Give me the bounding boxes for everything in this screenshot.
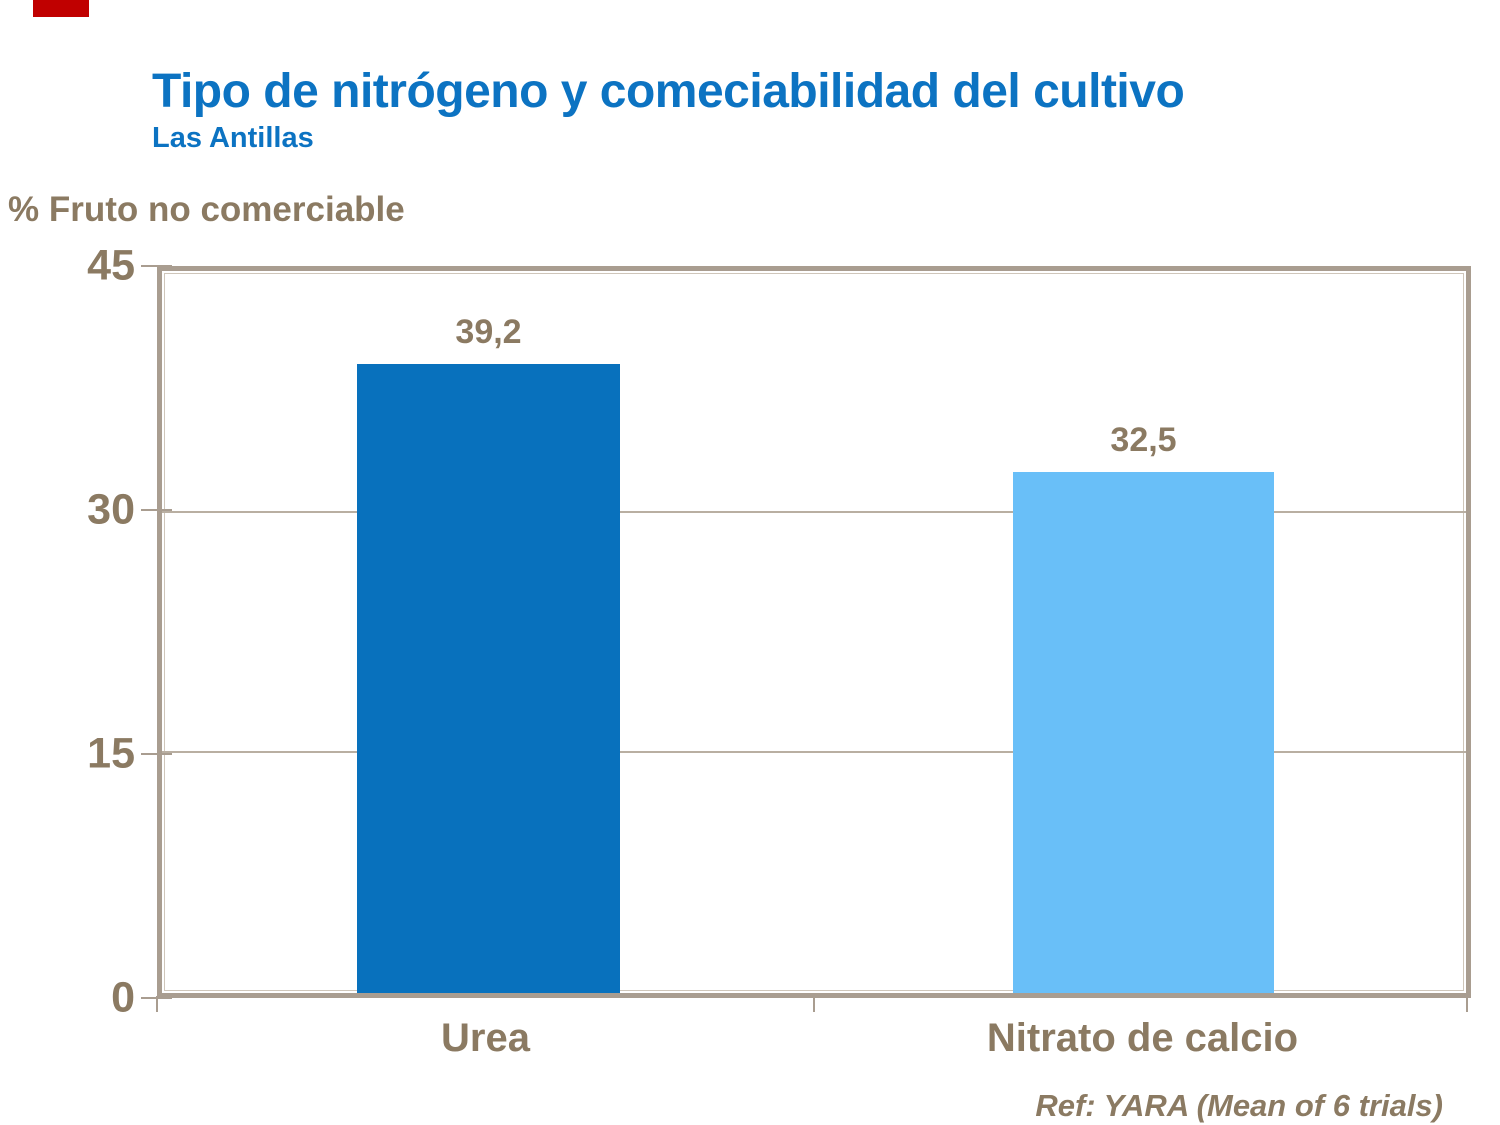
red-accent-bar: [33, 0, 89, 17]
gridline-30: [162, 510, 1466, 513]
y-tick-label-0: 0: [111, 973, 135, 1022]
y-tick-label-45: 45: [87, 241, 135, 290]
reference-note: Ref: YARA (Mean of 6 trials): [1035, 1088, 1443, 1123]
y-tick-mark-15: [141, 753, 172, 755]
x-axis-tick-left: [156, 996, 158, 1012]
gridline-15: [162, 751, 1466, 754]
bar-urea: 39,2: [357, 313, 620, 993]
x-axis-tick-right: [1466, 996, 1468, 1012]
y-tick-label-15: 15: [87, 729, 135, 778]
bar-urea-value-label: 39,2: [455, 313, 522, 352]
bar-nitrato-value-label: 32,5: [1110, 420, 1177, 459]
x-axis-tick-middle: [813, 996, 815, 1012]
y-tick-label-30: 30: [87, 485, 135, 534]
plot-area: 39,2 32,5: [157, 266, 1471, 998]
y-axis-tick-labels: 0 15 30 45: [0, 244, 135, 1019]
chart-subtitle: Las Antillas: [152, 122, 314, 154]
y-tick-mark-30: [141, 509, 172, 511]
chart-title: Tipo de nitrógeno y comeciabilidad del c…: [152, 65, 1185, 118]
category-label-urea: Urea: [441, 1016, 530, 1060]
category-label-nitrato: Nitrato de calcio: [986, 1016, 1299, 1060]
y-axis-tick-marks: [141, 265, 172, 999]
bar-nitrato-de-calcio: 32,5: [1013, 421, 1274, 993]
y-axis-title: % Fruto no comerciable: [8, 190, 405, 229]
y-tick-mark-45: [141, 265, 172, 267]
